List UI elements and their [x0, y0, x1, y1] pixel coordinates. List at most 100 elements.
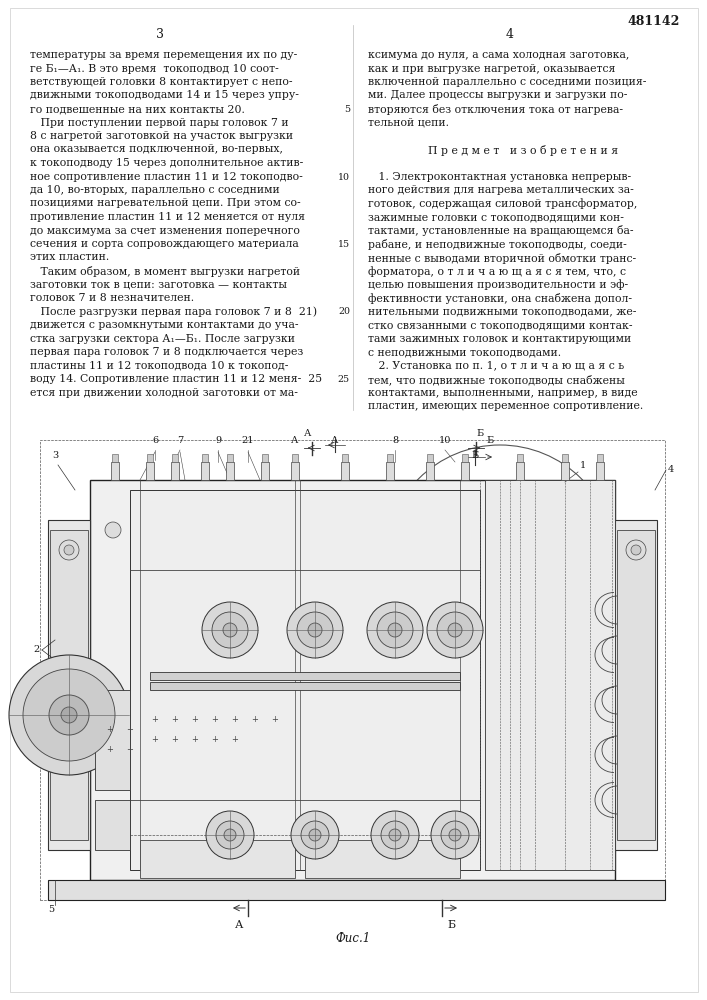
Circle shape [297, 612, 333, 648]
Bar [202, 454, 208, 462]
Circle shape [381, 821, 409, 849]
Bar [426, 462, 434, 480]
Text: ксимума до нуля, а сама холодная заготовка,: ксимума до нуля, а сама холодная заготов… [368, 50, 629, 60]
Text: +: + [172, 736, 178, 744]
Circle shape [49, 695, 89, 735]
Text: сечения и сорта сопровождающего материала: сечения и сорта сопровождающего материал… [30, 239, 299, 249]
Text: ется при движении холодной заготовки от ма-: ется при движении холодной заготовки от … [30, 387, 298, 397]
Circle shape [212, 612, 248, 648]
Text: 3: 3 [156, 28, 164, 41]
Text: движется с разомкнутыми контактами до уча-: движется с разомкнутыми контактами до уч… [30, 320, 298, 330]
Circle shape [216, 821, 244, 849]
Text: +: + [271, 716, 279, 724]
Text: 4: 4 [668, 466, 674, 475]
Text: 2: 2 [34, 646, 40, 654]
Text: головок 7 и 8 незначителен.: головок 7 и 8 незначителен. [30, 293, 194, 303]
Bar [561, 462, 569, 480]
Text: стка загрузки сектора А₁—Б₁. После загрузки: стка загрузки сектора А₁—Б₁. После загру… [30, 334, 295, 344]
Text: А: А [332, 436, 339, 445]
Text: +: + [232, 716, 238, 724]
Text: она оказывается подключенной, во-первых,: она оказывается подключенной, во-первых, [30, 144, 283, 154]
Text: тем, что подвижные токоподводы снабжены: тем, что подвижные токоподводы снабжены [368, 374, 625, 385]
Text: тактами, установленные на вращающемся ба-: тактами, установленные на вращающемся ба… [368, 226, 633, 236]
Circle shape [59, 540, 79, 560]
Bar [617, 530, 655, 840]
Text: +: + [192, 736, 199, 744]
Text: Б: Б [447, 920, 455, 930]
Text: 10: 10 [338, 172, 350, 182]
Text: 21: 21 [242, 436, 255, 445]
Text: ми. Далее процессы выгрузки и загрузки по-: ми. Далее процессы выгрузки и загрузки п… [368, 91, 627, 101]
Text: рабане, и неподвижные токоподводы, соеди-: рабане, и неподвижные токоподводы, соеди… [368, 239, 626, 250]
Text: +: + [172, 716, 178, 724]
Circle shape [371, 811, 419, 859]
Text: 3: 3 [52, 451, 58, 460]
Circle shape [367, 602, 423, 658]
Bar [172, 454, 178, 462]
Text: пластин, имеющих переменное сопротивление.: пластин, имеющих переменное сопротивлени… [368, 401, 643, 411]
Text: тельной цепи.: тельной цепи. [368, 117, 449, 127]
Text: ного действия для нагрева металлических за-: ного действия для нагрева металлических … [368, 185, 633, 195]
Circle shape [389, 829, 401, 841]
Bar [386, 462, 394, 480]
Bar [226, 462, 234, 480]
Text: пластины 11 и 12 токоподвода 10 к токопод-: пластины 11 и 12 токоподвода 10 к токопо… [30, 360, 288, 370]
Text: температуры за время перемещения их по ду-: температуры за время перемещения их по д… [30, 50, 297, 60]
Bar [485, 480, 615, 870]
Bar [150, 682, 460, 690]
Bar [48, 880, 665, 900]
Bar [48, 520, 90, 850]
Circle shape [631, 545, 641, 555]
Text: зажимные головки с токоподводящими кон-: зажимные головки с токоподводящими кон- [368, 212, 624, 222]
Bar [171, 462, 179, 480]
Circle shape [64, 545, 74, 555]
Circle shape [206, 811, 254, 859]
Text: заготовки ток в цепи: заготовка — контакты: заготовки ток в цепи: заготовка — контак… [30, 279, 287, 290]
Circle shape [105, 522, 121, 538]
Text: +: + [107, 746, 113, 754]
Bar [130, 490, 480, 870]
Bar [90, 480, 615, 880]
Bar [201, 462, 209, 480]
Text: П р е д м е т   и з о б р е т е н и я: П р е д м е т и з о б р е т е н и я [428, 144, 618, 155]
Text: нительными подвижными токоподводами, же-: нительными подвижными токоподводами, же- [368, 306, 636, 316]
Text: А: А [235, 920, 243, 930]
Text: как и при выгрузке нагретой, оказывается: как и при выгрузке нагретой, оказывается [368, 64, 615, 74]
Circle shape [61, 707, 77, 723]
Circle shape [309, 829, 321, 841]
Circle shape [308, 623, 322, 637]
Text: ветствующей головки 8 контактирует с непо-: ветствующей головки 8 контактирует с неп… [30, 77, 293, 87]
Text: противление пластин 11 и 12 меняется от нуля: противление пластин 11 и 12 меняется от … [30, 212, 305, 222]
Bar [341, 462, 349, 480]
Bar [292, 454, 298, 462]
Bar [140, 840, 295, 878]
Text: +: + [252, 716, 259, 724]
Text: 6: 6 [152, 436, 158, 445]
Bar [227, 454, 233, 462]
Text: этих пластин.: этих пластин. [30, 252, 110, 262]
Text: 2. Установка по п. 1, о т л и ч а ю щ а я с ь: 2. Установка по п. 1, о т л и ч а ю щ а … [368, 360, 624, 370]
Text: 1. Электроконтактная установка непрерыв-: 1. Электроконтактная установка непрерыв- [368, 172, 631, 182]
Bar [291, 462, 299, 480]
Text: ге Б₁—А₁. В это время  токоподвод 10 соот-: ге Б₁—А₁. В это время токоподвод 10 соот… [30, 64, 279, 74]
Circle shape [301, 821, 329, 849]
Circle shape [431, 811, 479, 859]
Bar [150, 672, 460, 680]
Text: включенной параллельно с соседними позиция-: включенной параллельно с соседними позиц… [368, 77, 646, 87]
Bar [112, 454, 118, 462]
Text: с неподвижными токоподводами.: с неподвижными токоподводами. [368, 347, 561, 357]
Text: ное сопротивление пластин 11 и 12 токоподво-: ное сопротивление пластин 11 и 12 токопо… [30, 172, 303, 182]
Text: +: + [127, 726, 134, 734]
Text: +: + [211, 716, 218, 724]
Circle shape [291, 811, 339, 859]
Circle shape [202, 602, 258, 658]
Bar [305, 840, 460, 878]
Text: Таким образом, в момент выгрузки нагретой: Таким образом, в момент выгрузки нагрето… [30, 266, 300, 277]
Text: Б: Б [486, 436, 493, 445]
Text: +: + [192, 716, 199, 724]
Bar [50, 530, 88, 840]
Text: фективности установки, она снабжена допол-: фективности установки, она снабжена допо… [368, 293, 632, 304]
Bar [562, 454, 568, 462]
Text: ненные с выводами вторичной обмотки транс-: ненные с выводами вторичной обмотки тран… [368, 252, 636, 263]
Bar [95, 800, 130, 850]
